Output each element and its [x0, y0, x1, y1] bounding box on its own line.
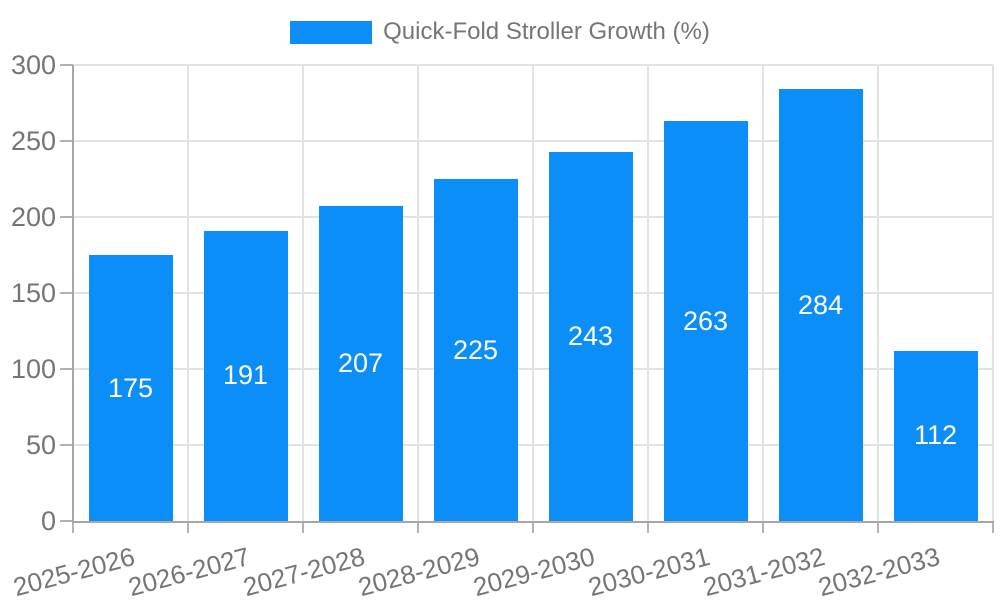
x-tick-label: 2026-2027 [125, 541, 254, 600]
x-tick-label: 2032-2033 [815, 541, 944, 600]
x-tick-label: 2025-2026 [10, 541, 139, 600]
bar[interactable]: 243 [548, 151, 633, 521]
x-tick-label: 2031-2032 [700, 541, 829, 600]
y-axis-tick [60, 368, 73, 370]
bar-value-label: 112 [913, 420, 958, 451]
x-axis-line [72, 521, 994, 523]
bar[interactable]: 191 [203, 230, 288, 521]
gridline-vertical [187, 65, 189, 521]
bar-value-label: 263 [682, 305, 729, 336]
gridline-vertical [417, 65, 419, 521]
legend-label[interactable]: Quick-Fold Stroller Growth (%) [383, 18, 710, 45]
x-tick-label: 2029-2030 [470, 541, 599, 600]
gridline-vertical [877, 65, 879, 521]
gridline-vertical [647, 65, 649, 521]
bar[interactable]: 263 [663, 121, 748, 521]
y-axis-tick [60, 520, 73, 522]
y-axis-tick [60, 444, 73, 446]
bar-value-label: 207 [337, 348, 384, 379]
x-axis-tick [532, 521, 534, 533]
gridline-vertical [532, 65, 534, 521]
bar[interactable]: 175 [88, 255, 173, 521]
bar-value-label: 175 [107, 372, 154, 403]
bar-value-label: 191 [222, 360, 269, 391]
y-axis-tick [60, 64, 73, 66]
y-tick-label: 100 [10, 354, 56, 384]
bar-value-label: 225 [452, 334, 499, 365]
legend-swatch[interactable] [290, 20, 373, 44]
bar-value-label: 284 [797, 289, 844, 320]
x-axis-tick [187, 521, 189, 533]
bar-value-label: 243 [567, 320, 614, 351]
x-axis-tick [302, 521, 304, 533]
y-axis-tick [60, 140, 73, 142]
x-tick-label: 2030-2031 [585, 541, 714, 600]
x-axis-tick [647, 521, 649, 533]
y-tick-label: 250 [10, 126, 56, 156]
x-tick-label: 2027-2028 [240, 541, 369, 600]
x-tick-label: 2028-2029 [355, 541, 484, 600]
y-axis-tick [60, 216, 73, 218]
gridline-vertical [992, 65, 994, 521]
chart-legend[interactable]: Quick-Fold Stroller Growth (%) [0, 18, 1000, 46]
x-axis-tick [72, 521, 74, 533]
x-axis-tick [762, 521, 764, 533]
x-axis-tick [877, 521, 879, 533]
y-tick-label: 200 [10, 202, 56, 232]
bar[interactable]: 207 [318, 206, 403, 521]
y-tick-label: 50 [25, 430, 56, 460]
y-tick-label: 300 [10, 50, 56, 80]
y-tick-label: 0 [40, 506, 56, 536]
gridline-vertical [302, 65, 304, 521]
y-axis-tick [60, 292, 73, 294]
bar[interactable]: 225 [433, 179, 518, 521]
bar[interactable]: 112 [893, 350, 978, 521]
y-tick-label: 150 [10, 278, 56, 308]
gridline-vertical [762, 65, 764, 521]
x-axis-tick [992, 521, 994, 533]
bar[interactable]: 284 [778, 89, 863, 521]
x-axis-tick [417, 521, 419, 533]
y-axis-line [72, 65, 74, 521]
